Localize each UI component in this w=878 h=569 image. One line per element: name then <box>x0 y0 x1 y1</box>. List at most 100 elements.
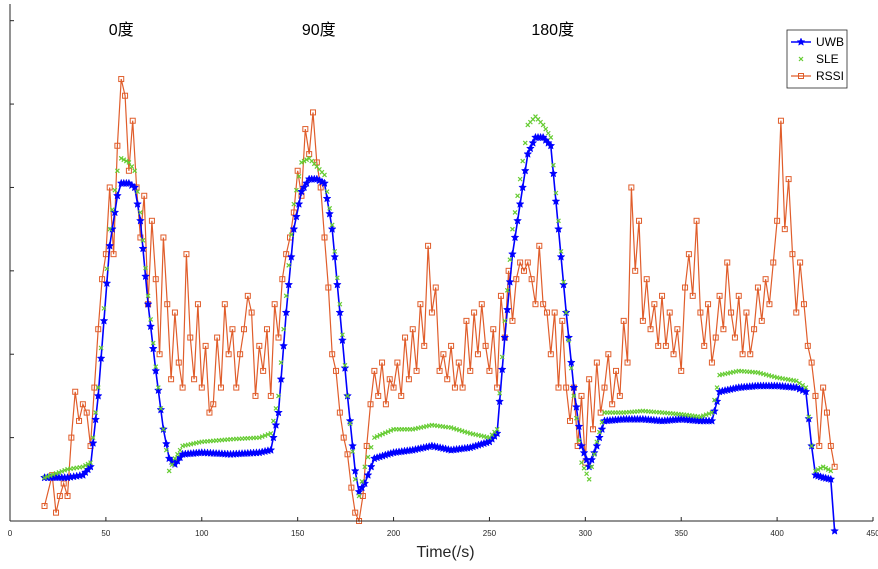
point-uwb <box>510 232 520 242</box>
point-sle <box>522 140 528 146</box>
point-rssi <box>114 142 121 149</box>
point-uwb <box>156 405 166 414</box>
point-sle <box>163 447 169 453</box>
x-tick-label: 100 <box>195 529 209 538</box>
x-tick-label: 450 <box>866 529 878 538</box>
point-rssi <box>202 342 209 349</box>
point-uwb <box>330 252 340 261</box>
point-rssi <box>758 317 765 324</box>
point-rssi <box>263 326 270 333</box>
point-sle <box>301 158 307 164</box>
point-sle <box>286 262 292 268</box>
point-rssi <box>390 384 397 391</box>
point-rssi <box>808 359 815 366</box>
point-rssi <box>340 434 347 441</box>
point-uwb <box>357 483 367 492</box>
point-sle <box>571 393 577 399</box>
point-rssi <box>367 401 374 408</box>
point-sle <box>347 421 353 427</box>
point-rssi <box>735 292 742 299</box>
point-rssi <box>440 351 447 358</box>
point-uwb <box>281 307 291 317</box>
point-rssi <box>720 326 727 333</box>
point-rssi <box>179 384 186 391</box>
point-rssi <box>160 234 167 241</box>
point-sle <box>359 478 365 484</box>
point-rssi <box>210 401 217 408</box>
point-sle <box>800 382 806 388</box>
point-rssi <box>444 376 451 383</box>
point-uwb <box>268 432 278 442</box>
point-rssi <box>551 309 558 316</box>
point-rssi <box>317 184 324 191</box>
point-uwb <box>569 382 579 392</box>
point-rssi <box>597 409 604 416</box>
point-sle <box>714 385 720 391</box>
point-sle <box>362 464 368 470</box>
legend-entry-rssi: RSSI <box>791 69 844 83</box>
point-uwb <box>88 438 98 447</box>
point-sle <box>291 201 297 207</box>
legend-marker-uwb <box>796 37 806 46</box>
point-rssi <box>609 401 616 408</box>
point-rssi <box>168 376 175 383</box>
point-rssi <box>436 367 443 374</box>
point-sle <box>573 415 579 421</box>
point-rssi <box>240 326 247 333</box>
point-rssi <box>379 359 386 366</box>
point-sle <box>377 432 383 438</box>
point-sle <box>504 287 510 293</box>
point-rssi <box>601 384 608 391</box>
point-rssi <box>563 384 570 391</box>
point-rssi <box>678 367 685 374</box>
point-sle <box>270 418 276 424</box>
point-uwb <box>327 224 337 233</box>
point-sle <box>98 345 104 351</box>
point-sle <box>132 168 138 174</box>
point-rssi <box>233 384 240 391</box>
point-rssi <box>129 117 136 124</box>
point-rssi <box>271 301 278 308</box>
point-rssi <box>478 301 485 308</box>
point-sle <box>818 465 824 471</box>
point-rssi <box>344 451 351 458</box>
point-sle <box>283 293 289 299</box>
point-uwb <box>102 278 112 288</box>
point-sle <box>365 454 371 460</box>
point-rssi <box>398 392 405 399</box>
point-sle <box>155 385 161 391</box>
point-rssi <box>256 342 263 349</box>
annotation-label: 90度 <box>302 21 336 39</box>
point-uwb <box>830 526 840 535</box>
point-rssi <box>229 326 236 333</box>
point-rssi <box>666 309 673 316</box>
point-uwb <box>566 357 576 367</box>
point-sle <box>329 222 335 228</box>
point-uwb <box>571 402 581 411</box>
point-sle <box>374 433 380 439</box>
point-rssi <box>459 384 466 391</box>
point-rssi <box>777 117 784 124</box>
point-rssi <box>586 376 593 383</box>
point-uwb <box>513 216 523 225</box>
point-rssi <box>613 367 620 374</box>
point-rssi <box>294 167 301 174</box>
x-tick-label: 200 <box>387 529 401 538</box>
point-uwb <box>366 462 376 471</box>
point-sle <box>166 468 172 474</box>
point-rssi <box>820 384 827 391</box>
point-sle <box>584 471 590 477</box>
point-rssi <box>800 301 807 308</box>
point-rssi <box>386 376 393 383</box>
point-rssi <box>701 342 708 349</box>
point-rssi <box>716 292 723 299</box>
point-sle <box>385 429 391 435</box>
series-line-rssi <box>43 78 836 524</box>
point-rssi <box>141 192 148 199</box>
point-rssi <box>41 502 48 509</box>
point-rssi <box>804 342 811 349</box>
point-sle <box>803 385 809 391</box>
point-uwb <box>266 445 276 454</box>
point-sle <box>158 406 164 411</box>
point-rssi <box>705 301 712 308</box>
